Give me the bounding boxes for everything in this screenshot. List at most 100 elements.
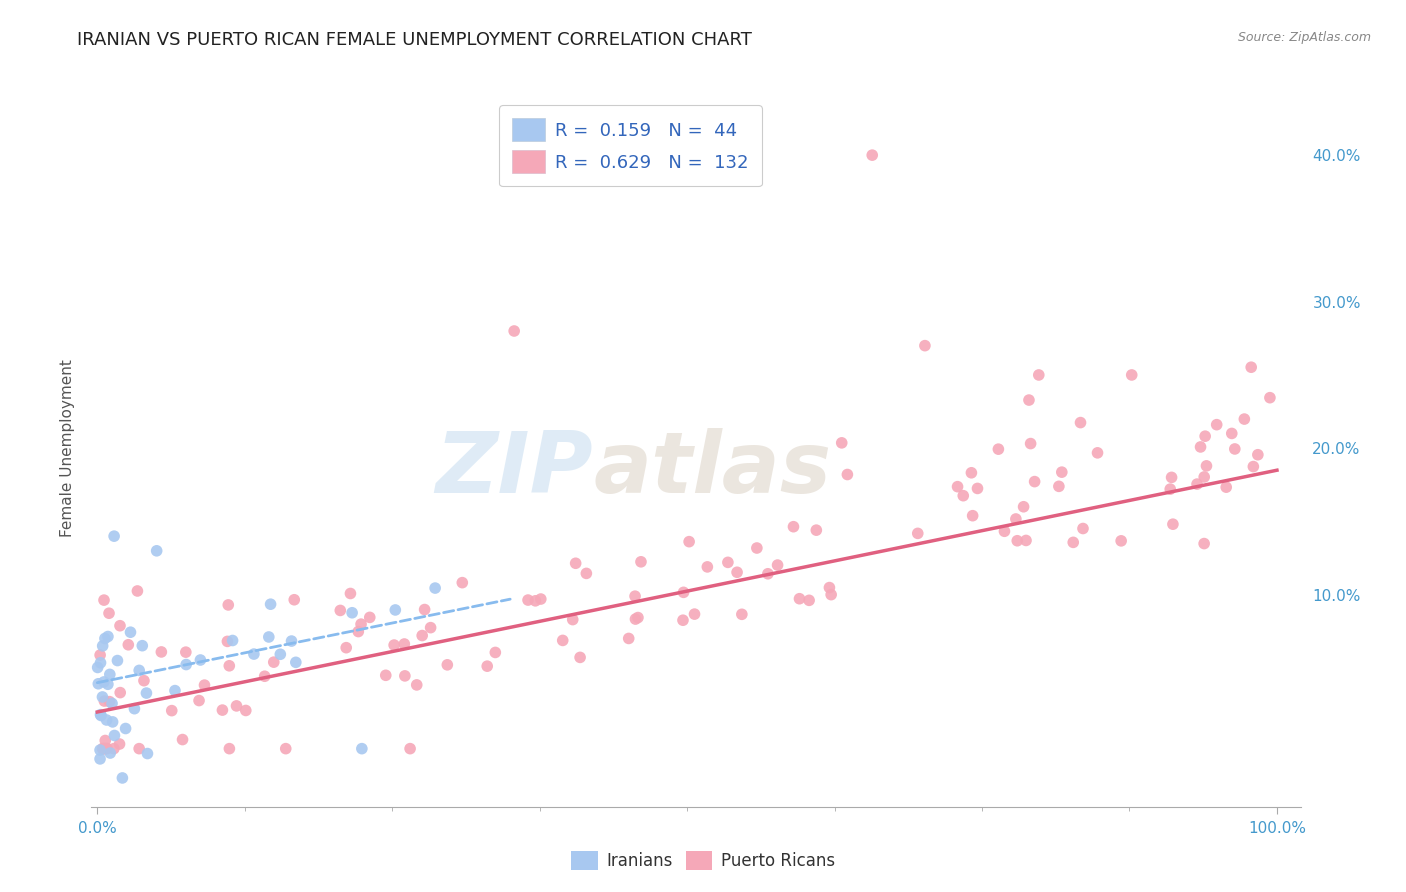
Point [630, 555, 652, 569]
Point [96, 741, 118, 756]
Point [683, 607, 706, 621]
Point [150, 645, 173, 659]
Point [160, 704, 183, 718]
Point [91, 741, 114, 756]
Point [1185, 477, 1208, 491]
Point [218, 741, 240, 756]
Point [384, 603, 406, 617]
Point [91, 690, 114, 704]
Point [217, 634, 239, 648]
Point [91, 639, 114, 653]
Text: Source: ZipAtlas.com: Source: ZipAtlas.com [1237, 31, 1371, 45]
Point [394, 669, 416, 683]
Point [101, 697, 124, 711]
Legend: R =  0.159   N =  44, R =  0.629   N =  132: R = 0.159 N = 44, R = 0.629 N = 132 [499, 105, 762, 186]
Point [174, 645, 197, 659]
Point [94, 632, 117, 646]
Point [952, 489, 974, 503]
Point [97, 677, 120, 691]
Point [1028, 368, 1050, 382]
Point [946, 480, 969, 494]
Point [1160, 470, 1182, 484]
Point [993, 524, 1015, 539]
Point [193, 678, 215, 692]
Point [837, 467, 859, 482]
Point [914, 338, 936, 352]
Point [94, 741, 117, 756]
Point [107, 654, 129, 668]
Point [382, 638, 405, 652]
Point [127, 584, 149, 599]
Point [101, 714, 124, 729]
Point [530, 592, 553, 607]
Text: atlas: atlas [593, 428, 831, 511]
Point [1194, 429, 1216, 443]
Point [405, 678, 427, 692]
Point [103, 529, 125, 543]
Point [145, 543, 167, 558]
Point [624, 612, 647, 626]
Point [1192, 470, 1215, 484]
Point [564, 556, 586, 570]
Point [132, 673, 155, 688]
Point [731, 607, 754, 622]
Point [108, 618, 131, 632]
Point [797, 593, 820, 607]
Point [696, 560, 718, 574]
Point [672, 585, 695, 599]
Point [131, 639, 153, 653]
Point [93, 593, 115, 607]
Point [987, 442, 1010, 457]
Point [280, 634, 302, 648]
Point [1189, 440, 1212, 454]
Point [103, 741, 125, 756]
Point [1015, 533, 1038, 548]
Point [218, 658, 240, 673]
Point [93, 694, 115, 708]
Point [1018, 393, 1040, 408]
Point [235, 703, 257, 717]
Point [190, 653, 212, 667]
Point [103, 729, 125, 743]
Point [96, 713, 118, 727]
Point [89, 707, 111, 722]
Point [174, 657, 197, 672]
Y-axis label: Female Unemployment: Female Unemployment [59, 359, 75, 537]
Point [1121, 368, 1143, 382]
Point [339, 586, 361, 600]
Point [98, 606, 121, 620]
Point [350, 741, 373, 756]
Point [672, 613, 695, 627]
Point [111, 771, 134, 785]
Point [551, 633, 574, 648]
Point [97, 630, 120, 644]
Point [94, 733, 117, 747]
Point [284, 656, 307, 670]
Point [274, 741, 297, 756]
Point [117, 638, 139, 652]
Point [1050, 465, 1073, 479]
Point [484, 645, 506, 659]
Point [678, 534, 700, 549]
Point [766, 558, 789, 572]
Point [87, 677, 110, 691]
Point [374, 668, 396, 682]
Point [820, 588, 842, 602]
Point [172, 732, 194, 747]
Point [1007, 533, 1029, 548]
Point [1019, 436, 1042, 450]
Point [818, 581, 841, 595]
Point [136, 747, 159, 761]
Point [89, 743, 111, 757]
Point [163, 683, 186, 698]
Point [411, 629, 433, 643]
Point [124, 701, 146, 715]
Point [423, 581, 446, 595]
Point [419, 621, 441, 635]
Point [1195, 458, 1218, 473]
Point [503, 324, 526, 338]
Point [1220, 426, 1243, 441]
Point [1012, 500, 1035, 514]
Point [1047, 479, 1070, 493]
Point [253, 669, 276, 683]
